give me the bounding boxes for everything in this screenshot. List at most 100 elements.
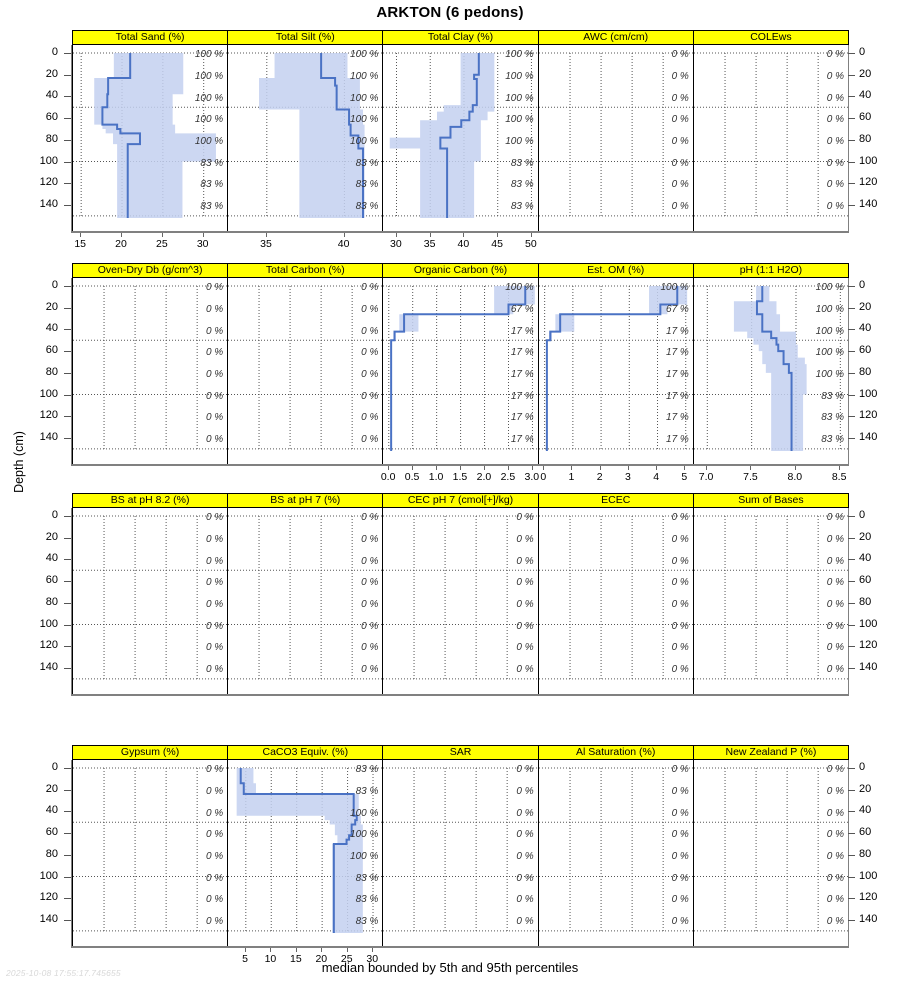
depth-tick [64, 516, 71, 517]
panel-baseline [72, 231, 848, 233]
plot-canvas [73, 515, 228, 681]
timestamp: 2025-10-08 17:55:17.745655 [6, 968, 121, 978]
plot-canvas [383, 52, 538, 218]
x-axis-tick-label: 1.5 [452, 471, 468, 483]
depth-tick-label: 60 [859, 111, 872, 124]
contributing-pedons-label: 83 % [355, 157, 379, 169]
panel-baseline [72, 694, 848, 696]
depth-tick [848, 667, 855, 669]
x-axis-tick [412, 464, 414, 470]
depth-axis-spine [71, 760, 72, 948]
depth-tick [64, 372, 71, 374]
plot-canvas [693, 52, 849, 218]
plot-panel: 0 % 0 % 0 % 0 % 0 % 0 % 0 % 0 % [382, 508, 539, 694]
contributing-pedons-label: 0 % [826, 136, 845, 147]
x-axis-tick [463, 231, 465, 237]
contributing-pedons-label: 0 % [361, 620, 379, 632]
contributing-pedons-label: 83 % [355, 916, 379, 928]
x-axis-tick-label: 0.0 [380, 471, 396, 483]
depth-tick [848, 118, 855, 120]
plot-canvas [228, 515, 383, 681]
contributing-pedons-label: 83 % [355, 872, 379, 884]
contributing-pedons-label: 100 % [505, 282, 534, 294]
depth-tick-label: 40 [859, 804, 872, 817]
depth-tick [64, 667, 71, 669]
panel-title-awc-cm-cm: AWC (cm/cm) [537, 30, 694, 45]
contributing-pedons-label: 0 % [205, 434, 224, 446]
depth-tick [64, 74, 71, 76]
x-axis-tick-label: 10 [264, 953, 277, 965]
x-axis-tick [750, 464, 752, 470]
depth-tick-label: 140 [859, 430, 878, 443]
depth-tick [848, 624, 855, 626]
contributing-pedons-label: 0 % [516, 620, 534, 632]
contributing-pedons-label: 0 % [826, 894, 845, 906]
contributing-pedons-label: 17 % [666, 369, 689, 380]
depth-tick-label: 40 [859, 552, 872, 565]
contributing-pedons-label: 0 % [361, 664, 379, 676]
x-axis-tick-label: 8.5 [831, 471, 847, 483]
contributing-pedons-label: 83 % [355, 785, 379, 797]
depth-tick-label: 60 [45, 574, 58, 587]
plot-panel: 100 % 100 % 100 % 100 % 100 % 83 % 83 % 83 % [692, 278, 850, 464]
contributing-pedons-label: 0 % [361, 347, 379, 359]
depth-tick-label: 80 [859, 365, 872, 378]
depth-tick-label: 120 [39, 176, 58, 189]
percentile-band [259, 53, 365, 218]
x-axis-tick-label: 35 [423, 238, 436, 250]
contributing-pedons-label: 0 % [826, 512, 845, 524]
x-axis-tick [372, 946, 374, 952]
contributing-pedons-label: 83 % [355, 764, 379, 776]
plot-panel: 0 % 0 % 0 % 0 % 0 % 0 % 0 % 0 % [72, 760, 229, 946]
depth-tick-label: 20 [859, 67, 872, 80]
x-axis-tick [295, 946, 297, 952]
contributing-pedons-label: 0 % [205, 872, 224, 884]
x-axis-tick [531, 464, 533, 470]
depth-tick [64, 537, 71, 539]
depth-tick [848, 161, 855, 163]
x-axis-tick [530, 231, 532, 237]
contributing-pedons-label: 0 % [516, 916, 534, 928]
x-axis-segment: 15 20 25 30 [72, 231, 228, 250]
depth-tick-label: 40 [859, 89, 872, 102]
contributing-pedons-label: 100 % [350, 851, 379, 862]
x-axis-tick-label: 0 [540, 471, 547, 483]
depth-tick-label: 100 [39, 387, 58, 400]
contributing-pedons-label: 0 % [205, 764, 224, 776]
x-axis-tick-label: 30 [196, 238, 209, 250]
depth-tick [64, 624, 71, 626]
x-axis-tick-label: 30 [366, 953, 379, 965]
depth-tick-label: 80 [859, 595, 872, 608]
contributing-pedons-label: 17 % [666, 412, 689, 424]
x-axis-tick-label: 8.0 [787, 471, 803, 483]
panel-plots: 0 % 0 % 0 % 0 % 0 % 0 % 0 % 0 % 0 % 0 % 0 % 0 % 0 % 0… [72, 508, 850, 694]
contributing-pedons-label: 0 % [361, 434, 379, 446]
depth-tick [848, 437, 855, 439]
median-line [439, 53, 481, 218]
plot-panel: 100 % 67 % 17 % 17 % 17 % 17 % 17 % 17 % [382, 278, 539, 464]
depth-tick [64, 833, 71, 835]
contributing-pedons-label: 0 % [205, 620, 224, 632]
depth-tick [64, 329, 71, 331]
depth-tick [64, 307, 71, 309]
plot-canvas [228, 285, 383, 451]
x-axis-tick [483, 464, 485, 470]
contributing-pedons-label: 0 % [671, 785, 689, 797]
x-axis-tick [244, 946, 246, 952]
contributing-pedons-label: 0 % [671, 664, 689, 676]
contributing-pedons-label: 0 % [361, 599, 379, 610]
x-axis-tick-label: 2 [596, 471, 603, 483]
plot-canvas [383, 515, 538, 681]
panel-baseline [72, 464, 848, 466]
depth-tick-label: 60 [45, 344, 58, 357]
plot-panel: 0 % 0 % 0 % 0 % 0 % 0 % 0 % 0 % [537, 760, 694, 946]
contributing-pedons-label: 0 % [826, 916, 845, 928]
depth-tick-label: 120 [859, 639, 878, 652]
plot-panel: 100 % 100 % 100 % 100 % 100 % 83 % 83 % 83 % [72, 45, 229, 231]
contributing-pedons-label: 0 % [671, 851, 689, 862]
page-title: ARKTON (6 pedons) [376, 4, 524, 21]
contributing-pedons-label: 100 % [815, 347, 845, 359]
panel-title-al-saturation: Al Saturation (%) [537, 745, 694, 760]
contributing-pedons-label: 0 % [205, 851, 224, 862]
contributing-pedons-label: 100 % [505, 136, 534, 147]
